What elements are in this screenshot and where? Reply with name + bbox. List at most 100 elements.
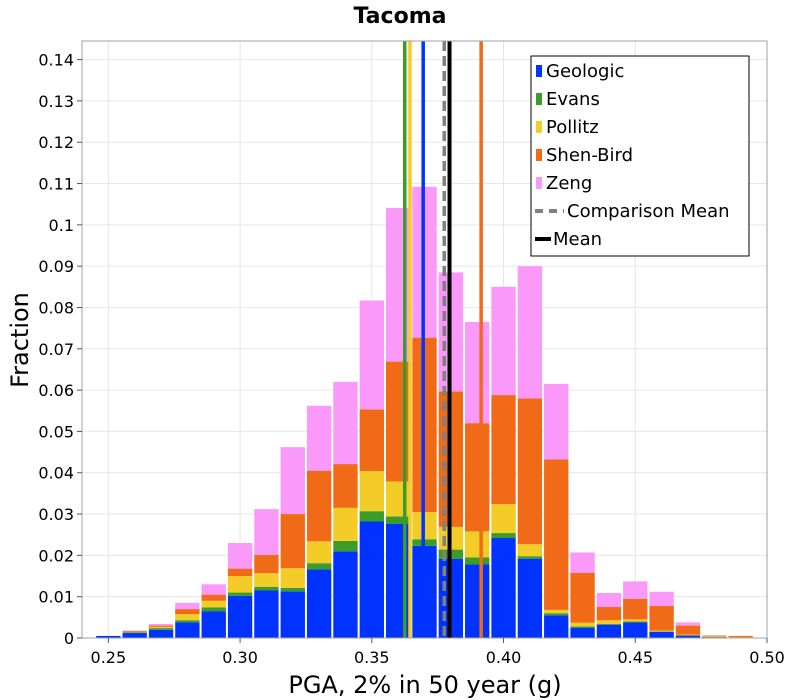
bar-shen-bird — [702, 635, 727, 637]
y-tick-label: 0.08 — [38, 298, 74, 317]
bar-shen-bird — [122, 630, 147, 632]
bar-evans — [544, 613, 569, 616]
bar-shen-bird — [649, 605, 674, 631]
bar-pollitz — [465, 531, 490, 558]
bar-pollitz — [491, 504, 516, 534]
bar-geologic — [280, 591, 305, 638]
bar-evans — [201, 607, 226, 612]
x-axis-ticks: 0.25 0.30 0.35 0.40 0.45 0.50 — [91, 638, 785, 667]
bar-zeng — [491, 286, 516, 396]
legend-swatch-shen-bird — [536, 149, 542, 161]
bar-evans — [465, 557, 490, 565]
bar-geologic — [385, 523, 411, 638]
y-tick-label: 0.13 — [38, 92, 74, 111]
bar-evans — [333, 540, 358, 552]
bar-shen-bird — [623, 598, 648, 620]
bar-evans — [227, 592, 253, 596]
bar-evans — [517, 556, 543, 559]
bar-shen-bird — [201, 594, 226, 601]
bar-pollitz — [201, 600, 226, 608]
bar-evans — [385, 516, 411, 524]
bar-geologic — [675, 635, 701, 638]
y-tick-label: 0.11 — [38, 175, 74, 194]
bar-pollitz — [702, 636, 727, 638]
bar-pollitz — [359, 471, 384, 512]
bar-geologic — [623, 622, 648, 638]
bar-pollitz — [333, 507, 358, 541]
bar-geologic — [227, 595, 253, 638]
bar-zeng — [675, 622, 701, 626]
bar-zeng — [227, 542, 253, 569]
bar-shen-bird — [306, 470, 332, 542]
bar-geologic — [359, 521, 384, 638]
bar-evans — [491, 533, 516, 539]
bar-shen-bird — [491, 395, 516, 505]
bar-zeng — [544, 383, 569, 460]
x-tick-label: 0.35 — [354, 648, 390, 667]
bar-zeng — [570, 552, 595, 573]
plot-frame — [81, 40, 768, 639]
y-tick-label: 0.1 — [49, 216, 74, 235]
bar-zeng — [280, 447, 305, 515]
bar-evans — [280, 588, 305, 592]
bar-geologic — [517, 558, 543, 638]
x-tick-label: 0.30 — [222, 648, 258, 667]
bar-geologic — [122, 633, 147, 638]
bar-shen-bird — [280, 514, 305, 569]
bar-pollitz — [596, 620, 622, 624]
bar-shen-bird — [596, 607, 622, 621]
legend-box — [530, 55, 750, 257]
bar-zeng — [623, 581, 648, 599]
bar-shen-bird — [148, 625, 174, 627]
bar-shen-bird — [385, 361, 411, 482]
x-tick-label: 0.45 — [617, 648, 653, 667]
bar-shen-bird — [227, 568, 253, 577]
bar-pollitz — [675, 634, 701, 636]
bar-zeng — [359, 300, 384, 410]
bar-shen-bird — [570, 572, 595, 623]
bar-shen-bird — [728, 635, 753, 638]
bar-evans — [570, 626, 595, 628]
y-tick-label: 0.02 — [38, 546, 74, 565]
bar-evans — [623, 621, 648, 623]
chart-title: Tacoma — [354, 4, 447, 29]
y-axis-label: Fraction — [6, 292, 34, 388]
bar-pollitz — [306, 541, 332, 564]
legend-swatch-evans — [536, 93, 542, 105]
legend: Geologic Evans Pollitz Shen-Bird Zeng Compari… — [530, 55, 750, 257]
bar-pollitz — [280, 568, 305, 589]
bar-geologic — [491, 538, 516, 638]
bar-evans — [596, 623, 622, 625]
bar-evans — [306, 563, 332, 570]
bar-geologic — [148, 629, 174, 638]
bar-pollitz — [517, 544, 543, 557]
bar-pollitz — [570, 622, 595, 627]
legend-label-mean: Mean — [553, 229, 602, 250]
legend-label-zeng: Zeng — [546, 173, 592, 194]
bar-evans — [122, 632, 147, 634]
y-tick-label: 0.04 — [38, 464, 74, 483]
bar-zeng — [201, 584, 226, 595]
bar-geologic — [201, 611, 226, 638]
bar-geologic — [649, 631, 674, 638]
legend-label-pollitz: Pollitz — [546, 117, 599, 138]
x-tick-label: 0.25 — [91, 648, 127, 667]
bar-evans — [359, 511, 384, 522]
bar-geologic — [306, 569, 332, 638]
bar-evans — [254, 586, 279, 591]
y-tick-label: 0.07 — [38, 340, 74, 359]
y-tick-label: 0.03 — [38, 505, 74, 524]
bar-shen-bird — [465, 423, 490, 532]
x-axis-label: PGA, 2% in 50 year (g) — [288, 671, 561, 699]
bar-evans — [148, 628, 174, 630]
bar-shen-bird — [333, 464, 358, 508]
bar-evans — [175, 620, 200, 623]
mean-lines — [402, 41, 483, 638]
bar-geologic — [570, 627, 595, 638]
legend-swatch-pollitz — [536, 121, 542, 133]
bar-geologic — [175, 622, 200, 638]
bar-geologic — [96, 635, 121, 638]
bar-geologic — [254, 590, 279, 638]
bar-zeng — [175, 602, 200, 610]
